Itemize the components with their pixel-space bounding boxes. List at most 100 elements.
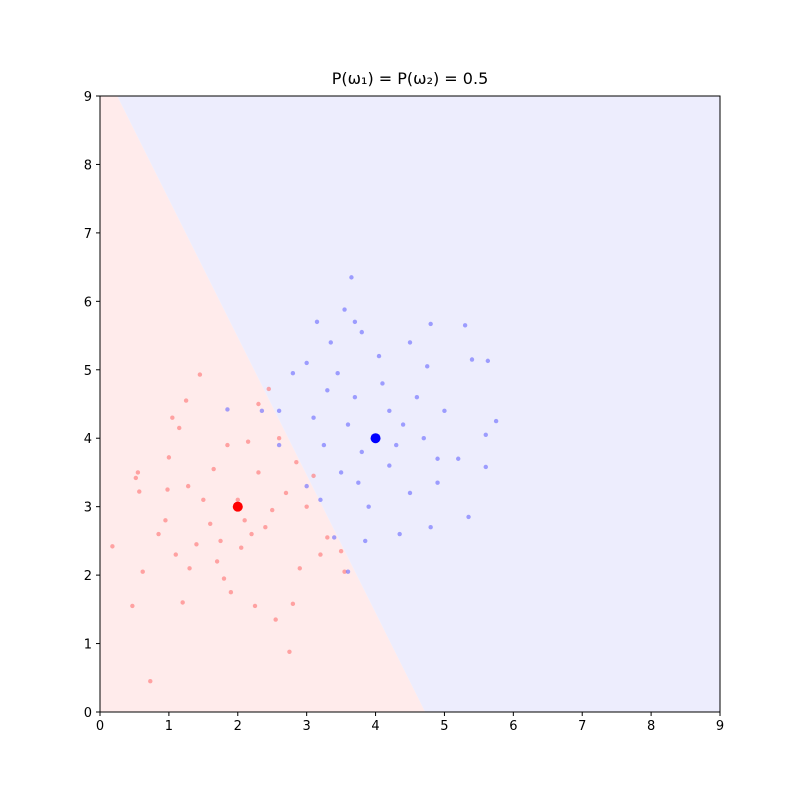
point xyxy=(214,559,220,564)
point xyxy=(225,442,230,448)
point xyxy=(252,603,258,609)
point xyxy=(130,603,135,609)
point xyxy=(469,357,475,362)
point xyxy=(135,470,141,475)
point xyxy=(428,321,433,327)
point xyxy=(414,394,420,400)
point xyxy=(349,275,354,280)
region-right xyxy=(117,96,720,712)
y-tick-label: 1 xyxy=(84,638,92,653)
point xyxy=(173,552,178,557)
y-tick-label: 5 xyxy=(84,364,92,379)
point xyxy=(345,569,351,574)
point xyxy=(311,415,316,420)
region-left xyxy=(100,96,426,712)
point xyxy=(363,538,368,544)
x-tick-label: 7 xyxy=(578,719,586,734)
point xyxy=(208,521,213,526)
point xyxy=(177,425,182,431)
point xyxy=(328,340,333,345)
point xyxy=(318,552,323,557)
point xyxy=(338,548,344,554)
point xyxy=(304,504,309,509)
point xyxy=(256,470,261,475)
point xyxy=(201,497,206,503)
point xyxy=(259,408,265,414)
point xyxy=(276,436,282,441)
point xyxy=(290,601,296,607)
point xyxy=(397,531,402,537)
point xyxy=(239,545,244,550)
point xyxy=(366,504,371,509)
y-tick-label: 6 xyxy=(84,295,92,310)
point xyxy=(314,319,320,325)
point xyxy=(376,353,382,359)
point xyxy=(166,455,172,460)
point xyxy=(321,442,327,448)
point xyxy=(165,487,170,492)
point xyxy=(242,518,247,523)
point xyxy=(235,497,240,503)
point xyxy=(276,442,282,448)
point xyxy=(456,456,461,461)
point xyxy=(194,542,199,547)
point xyxy=(483,464,488,470)
x-tick-label: 1 xyxy=(165,719,173,734)
point xyxy=(425,364,430,369)
point xyxy=(170,415,175,420)
point xyxy=(273,617,278,622)
point xyxy=(342,569,347,574)
point xyxy=(263,525,268,530)
plot-frame xyxy=(99,95,721,713)
x-tick-label: 6 xyxy=(509,719,517,734)
point xyxy=(318,497,323,503)
point xyxy=(140,569,145,574)
point xyxy=(352,319,358,325)
point xyxy=(311,473,316,479)
point xyxy=(185,483,191,489)
point xyxy=(249,531,254,537)
point xyxy=(485,358,491,364)
point xyxy=(133,475,139,481)
point xyxy=(256,401,261,407)
point xyxy=(304,483,309,489)
point xyxy=(421,436,426,441)
point xyxy=(428,525,433,530)
point xyxy=(493,418,499,424)
point xyxy=(387,463,392,468)
y-tick-label: 2 xyxy=(84,569,92,584)
point xyxy=(335,371,340,376)
point xyxy=(442,408,447,414)
y-tick-label: 4 xyxy=(84,432,92,447)
point xyxy=(290,371,296,376)
x-tick-label: 8 xyxy=(647,719,655,734)
point xyxy=(466,514,471,520)
point xyxy=(180,600,185,605)
y-tick-label: 0 xyxy=(84,706,92,721)
point xyxy=(218,538,223,544)
point xyxy=(183,398,189,403)
point xyxy=(359,449,364,455)
point xyxy=(148,679,153,684)
point xyxy=(187,566,192,571)
point xyxy=(483,432,488,437)
point xyxy=(276,408,282,414)
point xyxy=(137,489,142,494)
point xyxy=(380,381,385,386)
point xyxy=(325,535,330,540)
point xyxy=(394,442,399,448)
point xyxy=(407,490,413,496)
x-tick-label: 2 xyxy=(234,719,242,734)
point xyxy=(338,470,344,475)
point xyxy=(332,535,337,540)
point xyxy=(225,407,230,412)
chart-title: P(ω₁) = P(ω₂) = 0.5 xyxy=(332,69,489,88)
x-tick-label: 4 xyxy=(371,719,379,734)
point xyxy=(297,566,302,571)
x-tick-label: 0 xyxy=(96,719,104,734)
x-tick-label: 5 xyxy=(440,719,448,734)
point xyxy=(232,501,243,512)
point xyxy=(110,544,115,549)
point xyxy=(163,518,168,523)
